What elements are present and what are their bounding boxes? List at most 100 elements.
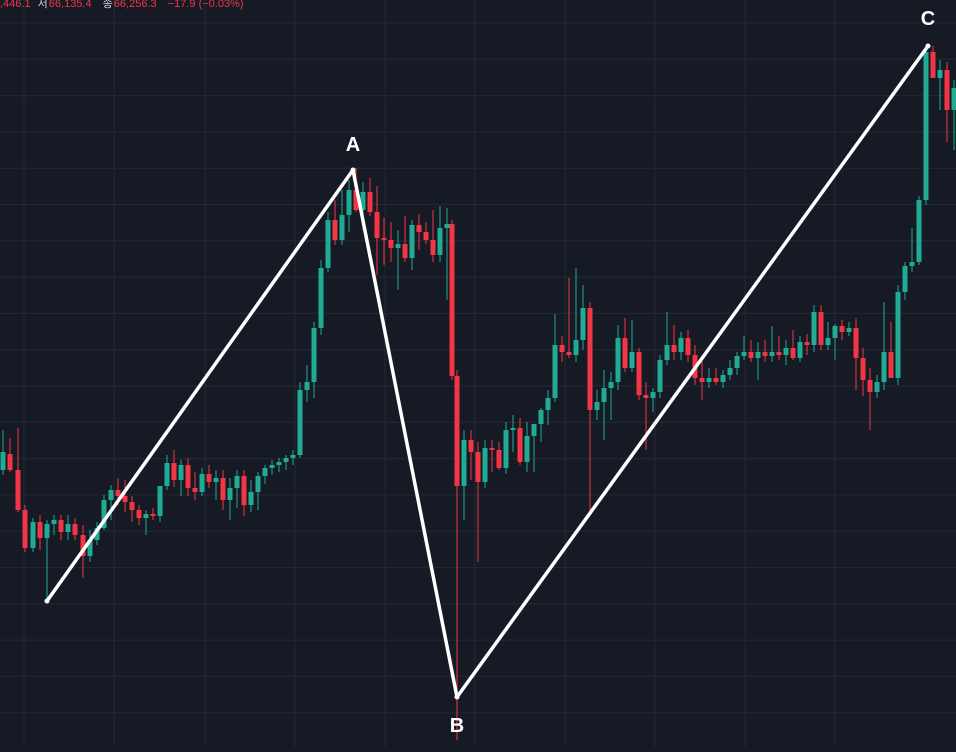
candle-down: [637, 352, 642, 395]
abc-pattern[interactable]: [45, 44, 931, 700]
candle-down: [805, 342, 810, 345]
candle-up: [833, 326, 838, 338]
candle-down: [59, 520, 64, 532]
candle-up: [826, 338, 831, 345]
ohlc-low: 저66,135.4: [38, 0, 96, 10]
candle-up: [546, 398, 551, 410]
candle-up: [445, 224, 450, 228]
candle-down: [889, 352, 894, 378]
candle-up: [214, 478, 219, 482]
candle-up: [707, 378, 712, 382]
candle-up: [31, 522, 36, 548]
candle-down: [763, 352, 768, 356]
candle-up: [228, 488, 233, 500]
candle-down: [623, 338, 628, 368]
candle-down: [8, 454, 13, 470]
candle-down: [686, 338, 691, 355]
pattern-point-b[interactable]: [455, 695, 460, 700]
point-label-b: B: [450, 715, 464, 737]
candle-up: [924, 52, 929, 200]
candle-up: [882, 352, 887, 382]
candle-down: [424, 232, 429, 240]
candle-down: [945, 70, 950, 110]
candle-up: [812, 312, 817, 345]
candle-down: [193, 488, 198, 492]
candle-down: [186, 465, 191, 488]
candle-up: [903, 266, 908, 292]
candle-up: [525, 436, 530, 462]
candle-up: [66, 524, 71, 532]
candle-up: [165, 463, 170, 486]
candle-up: [256, 476, 261, 492]
candle-up: [396, 244, 401, 248]
candle-up: [658, 360, 663, 392]
candle-up: [728, 368, 733, 375]
candle-up: [574, 340, 579, 355]
candle-up: [553, 345, 558, 398]
candle-up: [483, 448, 488, 482]
candle-up: [896, 292, 901, 378]
candle-down: [455, 376, 460, 486]
candle-down: [207, 474, 212, 482]
candle-up: [581, 308, 586, 340]
candle-up: [340, 215, 345, 240]
candle-down: [172, 463, 177, 480]
candle-down: [567, 352, 572, 355]
candle-up: [109, 490, 114, 500]
candle-up: [326, 220, 331, 268]
candle-up: [770, 352, 775, 356]
candle-up: [462, 440, 467, 486]
candle-down: [16, 470, 21, 510]
pattern-point-c[interactable]: [926, 44, 931, 49]
candle-up: [595, 402, 600, 410]
candle-down: [23, 510, 28, 548]
candle-up: [609, 382, 614, 388]
candle-down: [375, 212, 380, 238]
ohlc-close-label: 종: [103, 0, 113, 10]
candle-up: [298, 390, 303, 455]
candle-down: [417, 225, 422, 232]
pattern-origin-point[interactable]: [45, 599, 50, 604]
candle-down: [137, 510, 142, 518]
candle-up: [742, 352, 747, 356]
candle-up: [249, 492, 254, 505]
candle-up: [798, 342, 803, 358]
abc-pattern-line[interactable]: [47, 46, 928, 697]
candle-up: [784, 348, 789, 355]
candle-up: [616, 338, 621, 382]
candle-down: [333, 220, 338, 240]
candle-up: [45, 524, 50, 538]
ohlc-change: −17.9 (−0.03%): [168, 0, 244, 10]
candle-up: [532, 424, 537, 436]
candle-up: [284, 458, 289, 462]
candles: [1, 45, 956, 740]
candle-up: [651, 392, 656, 398]
candle-up: [347, 190, 352, 215]
candle-up: [504, 430, 509, 468]
point-label-c: C: [921, 8, 935, 30]
candle-down: [123, 496, 128, 502]
candle-up: [875, 382, 880, 392]
candle-down: [840, 326, 845, 332]
candle-down: [700, 378, 705, 382]
candle-up: [756, 352, 761, 358]
candle-up: [312, 328, 317, 382]
candle-down: [476, 452, 481, 482]
candle-down: [588, 308, 593, 410]
candle-up: [144, 514, 149, 518]
candle-down: [560, 345, 565, 352]
candle-down: [73, 524, 78, 535]
candle-down: [490, 448, 495, 450]
candle-up: [630, 352, 635, 368]
ohlc-close-value: 66,256.3: [114, 0, 157, 10]
candle-up: [721, 375, 726, 382]
pattern-point-a[interactable]: [351, 168, 356, 173]
point-label-a: A: [346, 134, 360, 156]
candle-up: [52, 520, 57, 524]
candle-up: [277, 462, 282, 465]
candle-down: [714, 378, 719, 382]
candle-up: [179, 465, 184, 480]
candle-up: [438, 228, 443, 255]
